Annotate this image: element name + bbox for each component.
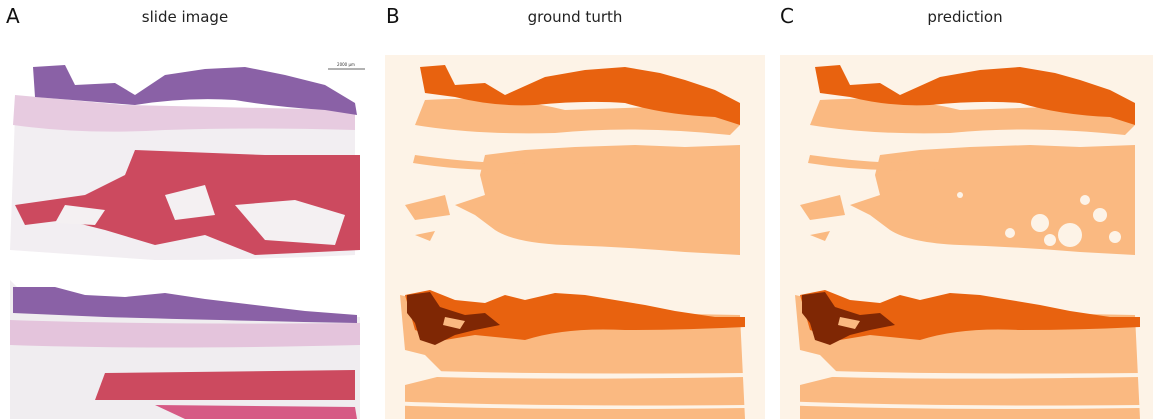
panel-title: slide image: [142, 8, 228, 26]
slide-image: 2000 µm: [10, 62, 365, 419]
scale-label: 2000 µm: [337, 62, 355, 67]
panel-letter: A: [6, 4, 20, 28]
panel-letter: C: [780, 4, 794, 28]
prediction-map: [780, 55, 1153, 419]
ground-truth-map: [385, 55, 765, 419]
panel-title: ground turth: [528, 8, 623, 26]
panel-letter: B: [386, 4, 400, 28]
panel-title: prediction: [927, 8, 1002, 26]
